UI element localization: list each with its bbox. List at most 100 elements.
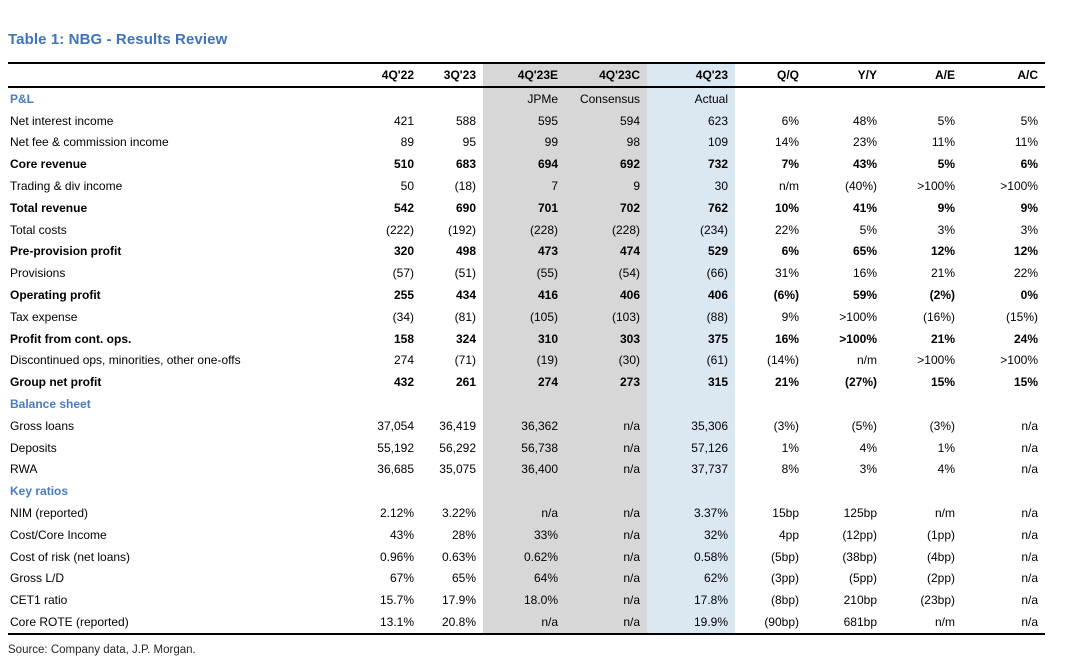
table-cell: (57)	[392, 266, 414, 281]
table-cell	[735, 87, 806, 110]
row-label: Pre-provision profit	[10, 244, 122, 259]
table-row: Core revenue 510 683 694 692 732 7% 43% 5% 6%	[8, 153, 1045, 176]
table-cell: (3pp)	[770, 571, 799, 586]
table-cell: 99	[483, 131, 565, 154]
row-label: Cost of risk (net loans)	[10, 549, 131, 564]
table-cell: 690	[455, 200, 476, 215]
table-row: Total revenue 542 690 701 702 762 10% 41% 9% 9%	[8, 196, 1045, 219]
table-cell: 21%	[774, 375, 799, 390]
table-cell: 32%	[647, 523, 735, 546]
table-cell: 310	[483, 327, 565, 350]
table-cell: 0.62%	[483, 545, 565, 568]
table-cell: 21%	[930, 266, 955, 281]
table-cell: (192)	[447, 222, 476, 237]
row-label: Net interest income	[10, 113, 114, 128]
table-cell: 588	[455, 113, 476, 128]
table-cell: (228)	[483, 218, 565, 241]
table-cell: 4pp	[778, 527, 799, 542]
table-cell: 4%	[859, 440, 877, 455]
table-row: Deposits 55,192 56,292 56,738 n/a 57,126 1% 4% 1…	[8, 436, 1045, 459]
table-cell: 125bp	[843, 506, 877, 521]
table-cell	[735, 480, 806, 502]
table-cell: (66)	[647, 262, 735, 285]
table-cell: 13.1%	[355, 611, 421, 635]
table-cell: 50	[400, 179, 414, 194]
table-cell	[355, 393, 421, 415]
table-row: Gross L/D 67% 65% 64% n/a 62% (3pp) (5pp) (2pp) n…	[8, 567, 1045, 590]
table-cell: 5%	[1020, 113, 1038, 128]
table-cell: 5%	[937, 157, 955, 172]
table-row: Operating profit 255 434 416 406 406 (6%) 59% (2…	[8, 284, 1045, 306]
table-cell: 0%	[1020, 288, 1038, 303]
table-cell: n/m	[934, 506, 955, 521]
table-cell: 36,685	[377, 462, 414, 477]
table-cell: n/a	[1021, 418, 1038, 433]
column-header: 4Q'22	[355, 63, 421, 88]
table-cell: (34)	[392, 309, 414, 324]
table-cell: 6%	[781, 113, 799, 128]
table-cell	[421, 87, 483, 110]
table-cell: 702	[565, 196, 647, 219]
table-cell: 59%	[852, 288, 877, 303]
table-cell: (3%)	[929, 418, 955, 433]
table-cell: (6%)	[773, 288, 799, 303]
table-cell: (1pp)	[926, 527, 955, 542]
row-label: Provisions	[10, 266, 66, 281]
section-label: Balance sheet	[10, 397, 91, 412]
row-label: CET1 ratio	[10, 593, 68, 608]
table-row: CET1 ratio 15.7% 17.9% 18.0% n/a 17.8% (8bp) 21…	[8, 589, 1045, 612]
column-header: 4Q'23	[647, 63, 735, 88]
table-cell: (5%)	[851, 418, 877, 433]
table-cell: 0.58%	[647, 545, 735, 568]
table-cell: (23bp)	[920, 593, 955, 608]
table-cell: 315	[647, 371, 735, 394]
table-cell: n/a	[565, 589, 647, 612]
table-cell: (2%)	[929, 288, 955, 303]
table-cell	[962, 480, 1045, 502]
table-cell: Consensus	[565, 87, 647, 110]
table-cell: n/a	[1021, 506, 1038, 521]
table-cell: 273	[565, 371, 647, 394]
table-cell	[806, 480, 884, 502]
table-cell	[806, 87, 884, 110]
table-cell	[735, 393, 806, 415]
table-cell: >100%	[839, 309, 877, 324]
table-cell: 303	[565, 327, 647, 350]
table-cell: 56,292	[439, 440, 476, 455]
table-title: Table 1: NBG - Results Review	[8, 31, 228, 48]
results-table: 4Q'22 3Q'23 4Q'23E 4Q'23C 4Q'23 Q/Q Y/Y A/E A/C …	[8, 62, 1045, 635]
table-cell: 3.22%	[441, 506, 476, 521]
table-cell: n/a	[483, 502, 565, 524]
table-cell: (5bp)	[770, 549, 799, 564]
table-cell: 762	[647, 196, 735, 219]
table-cell: 5%	[859, 222, 877, 237]
table-cell: >100%	[917, 353, 955, 368]
table-cell: (103)	[565, 305, 647, 328]
table-cell: (90bp)	[735, 611, 806, 635]
section-row: Key ratios	[8, 480, 1045, 503]
table-cell: 15%	[1013, 375, 1038, 390]
column-header: 4Q'23C	[565, 63, 647, 88]
table-cell: 406	[647, 284, 735, 306]
table-cell: 36,362	[483, 414, 565, 437]
table-row: Core ROTE (reported) 13.1% 20.8% n/a n/a 19.9…	[8, 611, 1045, 635]
row-label: Total costs	[10, 222, 67, 237]
row-label: Gross loans	[10, 418, 75, 433]
table-cell: (38bp)	[842, 549, 877, 564]
table-cell: 43%	[852, 157, 877, 172]
table-cell: 692	[565, 153, 647, 176]
column-header: 4Q'23E	[483, 63, 565, 88]
section-label: Key ratios	[10, 484, 69, 499]
table-cell	[355, 87, 421, 110]
table-cell: 683	[455, 157, 476, 172]
table-row: Trading & div income 50 (18) 7 9 30 n/m (40%) >1…	[8, 175, 1045, 197]
table-cell	[884, 87, 962, 110]
table-row: Net interest income 421 588 595 594 623 6% 48% 5…	[8, 109, 1045, 132]
table-cell: (61)	[647, 349, 735, 372]
table-cell: 8%	[781, 462, 799, 477]
table-cell: 4%	[937, 462, 955, 477]
table-cell: >100%	[917, 179, 955, 194]
table-cell: 15bp	[772, 506, 799, 521]
table-cell: 33%	[483, 523, 565, 546]
table-row: Cost of risk (net loans) 0.96% 0.63% 0.62% n…	[8, 545, 1045, 568]
